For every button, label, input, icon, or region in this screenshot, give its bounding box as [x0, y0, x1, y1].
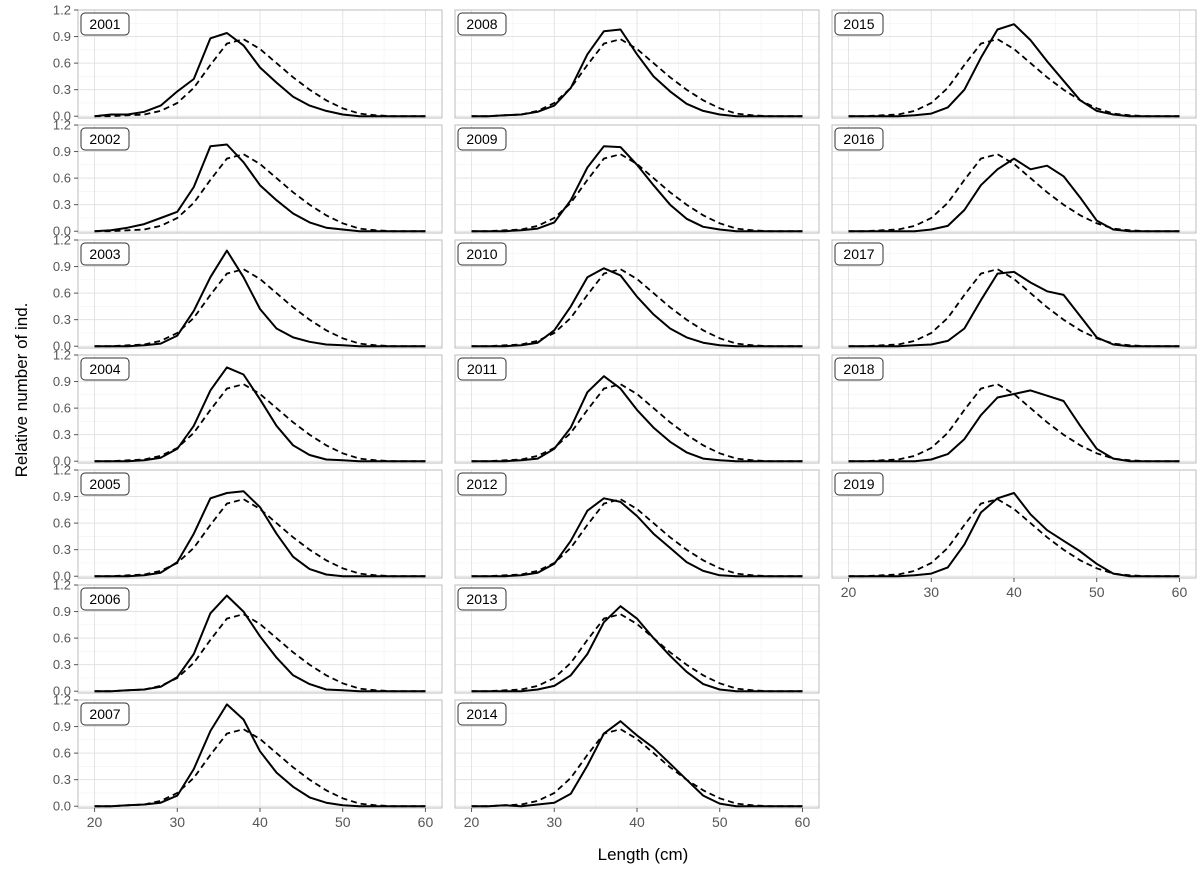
y-tick-label: 1.2	[53, 348, 71, 363]
y-tick-label: 1.2	[53, 578, 71, 593]
x-tick-label: 40	[629, 814, 645, 830]
y-tick-label: 0.6	[53, 56, 71, 71]
y-tick-label: 0.6	[53, 746, 71, 761]
y-tick-label: 1.2	[53, 463, 71, 478]
facet-label: 2001	[89, 16, 120, 32]
y-tick-label: 0.3	[53, 312, 71, 327]
y-tick-label: 0.9	[53, 29, 71, 44]
facet-label: 2005	[89, 476, 120, 492]
y-tick-label: 1.2	[53, 233, 71, 248]
facet-panel-2002: 2002 0.0 0.3 0.6 0.9 1.2	[53, 118, 442, 239]
facet-panel-2014: 2014 20 30 40 50 60	[455, 700, 819, 830]
facet-panel-2017: 2017	[832, 240, 1196, 348]
y-tick-label: 0.9	[53, 144, 71, 159]
x-tick-label: 20	[841, 584, 857, 600]
facet-panel-2012: 2012	[455, 470, 819, 578]
x-axis-title: Length (cm)	[598, 845, 689, 864]
facet-panel-2006: 20060.00.30.60.91.2	[53, 578, 442, 699]
facet-panel-2007: 2007 0.0 0.3 0.6 0.9 1.2 20 30 40 50 60	[53, 693, 442, 831]
facet-label: 2018	[843, 361, 874, 377]
y-tick-label: 0.6	[53, 401, 71, 416]
facet-panel-2018: 2018	[832, 355, 1196, 463]
y-tick-label: 0.6	[53, 286, 71, 301]
y-tick-label: 0.0	[53, 799, 71, 814]
x-tick-label: 20	[464, 814, 480, 830]
y-tick-label: 1.2	[53, 3, 71, 18]
facet-label: 2002	[89, 131, 120, 147]
y-tick-label: 0.6	[53, 631, 71, 646]
y-tick-label: 0.9	[53, 489, 71, 504]
y-tick-label: 1.2	[53, 118, 71, 133]
facet-label: 2017	[843, 246, 874, 262]
y-tick-label: 0.3	[53, 542, 71, 557]
y-tick-label: 0.9	[53, 604, 71, 619]
facet-panel-2009: 2009	[455, 125, 819, 233]
x-tick-label: 40	[1006, 584, 1022, 600]
facet-label: 2008	[466, 16, 497, 32]
facet-label: 2004	[89, 361, 120, 377]
facet-panel-2001: 20010.00.30.60.91.2	[53, 3, 442, 124]
y-tick-label: 0.3	[53, 657, 71, 672]
y-tick-label: 0.6	[53, 171, 71, 186]
facet-panel-2008: 2008	[455, 10, 819, 118]
facet-label: 2013	[466, 591, 497, 607]
y-tick-label: 0.3	[53, 427, 71, 442]
x-tick-label: 30	[169, 814, 185, 830]
facet-label: 2016	[843, 131, 874, 147]
x-tick-label: 60	[795, 814, 811, 830]
x-tick-label: 30	[923, 584, 939, 600]
facet-label: 2012	[466, 476, 497, 492]
facet-label: 2015	[843, 16, 874, 32]
facet-label: 2003	[89, 246, 120, 262]
x-tick-label: 30	[546, 814, 562, 830]
facet-panel-2010: 2010	[455, 240, 819, 348]
facet-label: 2011	[467, 361, 497, 377]
y-tick-label: 0.9	[53, 719, 71, 734]
facet-panel-2019: 2019 20 30 40 50 60	[832, 470, 1196, 600]
y-tick-label: 0.3	[53, 772, 71, 787]
y-tick-label: 0.6	[53, 516, 71, 531]
facet-panel-2015: 2015	[832, 10, 1196, 118]
x-tick-label: 50	[1089, 584, 1105, 600]
y-axis-title: Relative number of ind.	[12, 303, 31, 478]
facet-label: 2006	[89, 591, 120, 607]
y-tick-label: 0.9	[53, 374, 71, 389]
y-tick-label: 0.3	[53, 197, 71, 212]
facet-panel-2013: 2013	[455, 585, 819, 693]
facet-label: 2010	[466, 246, 497, 262]
facet-panel-2016: 2016	[832, 125, 1196, 233]
facet-label: 2014	[466, 706, 497, 722]
facet-label: 2009	[466, 131, 497, 147]
facet-panel-2003: 2003 0.0 0.3 0.6 0.9 1.2	[53, 233, 442, 354]
y-tick-label: 1.2	[53, 693, 71, 708]
facet-label: 2007	[89, 706, 120, 722]
x-tick-label: 40	[252, 814, 268, 830]
x-tick-label: 50	[712, 814, 728, 830]
facet-panel-2011: 2011	[455, 355, 819, 463]
y-tick-label: 0.3	[53, 82, 71, 97]
facet-panel-2005: 2005 0.0 0.3 0.6 0.9 1.2	[53, 463, 442, 584]
x-tick-label: 50	[335, 814, 351, 830]
facet-label: 2019	[843, 476, 874, 492]
x-tick-label: 60	[418, 814, 434, 830]
y-tick-label: 0.9	[53, 259, 71, 274]
x-tick-label: 60	[1172, 584, 1188, 600]
x-tick-label: 20	[87, 814, 103, 830]
facet-panel-2004: 2004 0.0 0.3 0.6 0.9 1.2	[53, 348, 442, 469]
